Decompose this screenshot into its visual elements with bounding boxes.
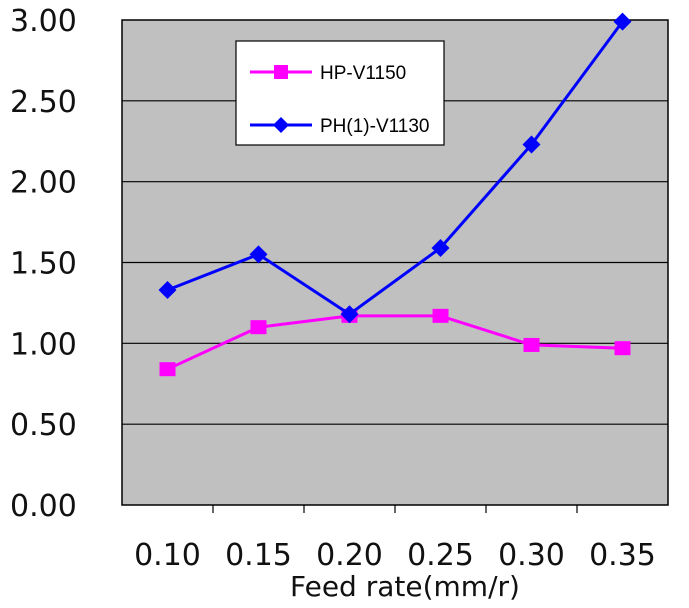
x-tick-label: 0.10 [134, 538, 201, 573]
y-tick-label: 2.00 [10, 166, 77, 201]
legend-label-hp-v1150: HP-V1150 [320, 63, 406, 84]
series-layer [158, 12, 632, 377]
y-tick-label: 1.50 [10, 247, 77, 282]
series-line-hp-v1150 [166, 314, 623, 371]
legend-marker-hp-v1150 [274, 65, 288, 79]
data-point [523, 337, 540, 352]
series-ph-1-v1130 [158, 12, 632, 324]
legend: HP-V1150 PH(1)-V1130 [235, 40, 445, 146]
x-tick-label: 0.30 [498, 538, 565, 573]
x-axis-label: Feed rate(mm/r) [290, 570, 520, 603]
data-point [613, 12, 632, 31]
y-axis-tick-labels: 0.00 0.50 1.00 1.50 2.00 2.50 3.00 [10, 4, 77, 524]
y-tick-label: 1.00 [10, 327, 77, 362]
series-line-ph-1-v1130 [166, 20, 624, 316]
x-tick-label: 0.25 [407, 538, 474, 573]
data-point [250, 320, 267, 335]
series-hp-v1150 [159, 308, 631, 377]
y-tick-label: 0.50 [10, 408, 77, 443]
data-point [340, 305, 359, 324]
data-point [249, 245, 268, 264]
y-tick-label: 3.00 [10, 4, 77, 39]
data-point [431, 238, 450, 257]
x-axis-ticks [212, 505, 578, 513]
data-point [614, 341, 631, 356]
legend-box [235, 40, 445, 146]
x-tick-label: 0.35 [589, 538, 656, 573]
data-point [158, 280, 177, 299]
x-tick-label: 0.15 [225, 538, 292, 573]
data-point [159, 362, 176, 377]
y-tick-label: 0.00 [10, 489, 77, 524]
x-tick-label: 0.20 [316, 538, 383, 573]
data-point [432, 308, 449, 323]
legend-label-ph1-v1130: PH(1)-V1130 [320, 116, 429, 137]
legend-marker-ph1-v1130 [273, 117, 289, 133]
y-tick-label: 2.50 [10, 85, 77, 120]
data-point [522, 135, 541, 154]
x-axis-tick-labels: 0.10 0.15 0.20 0.25 0.30 0.35 [134, 538, 656, 573]
